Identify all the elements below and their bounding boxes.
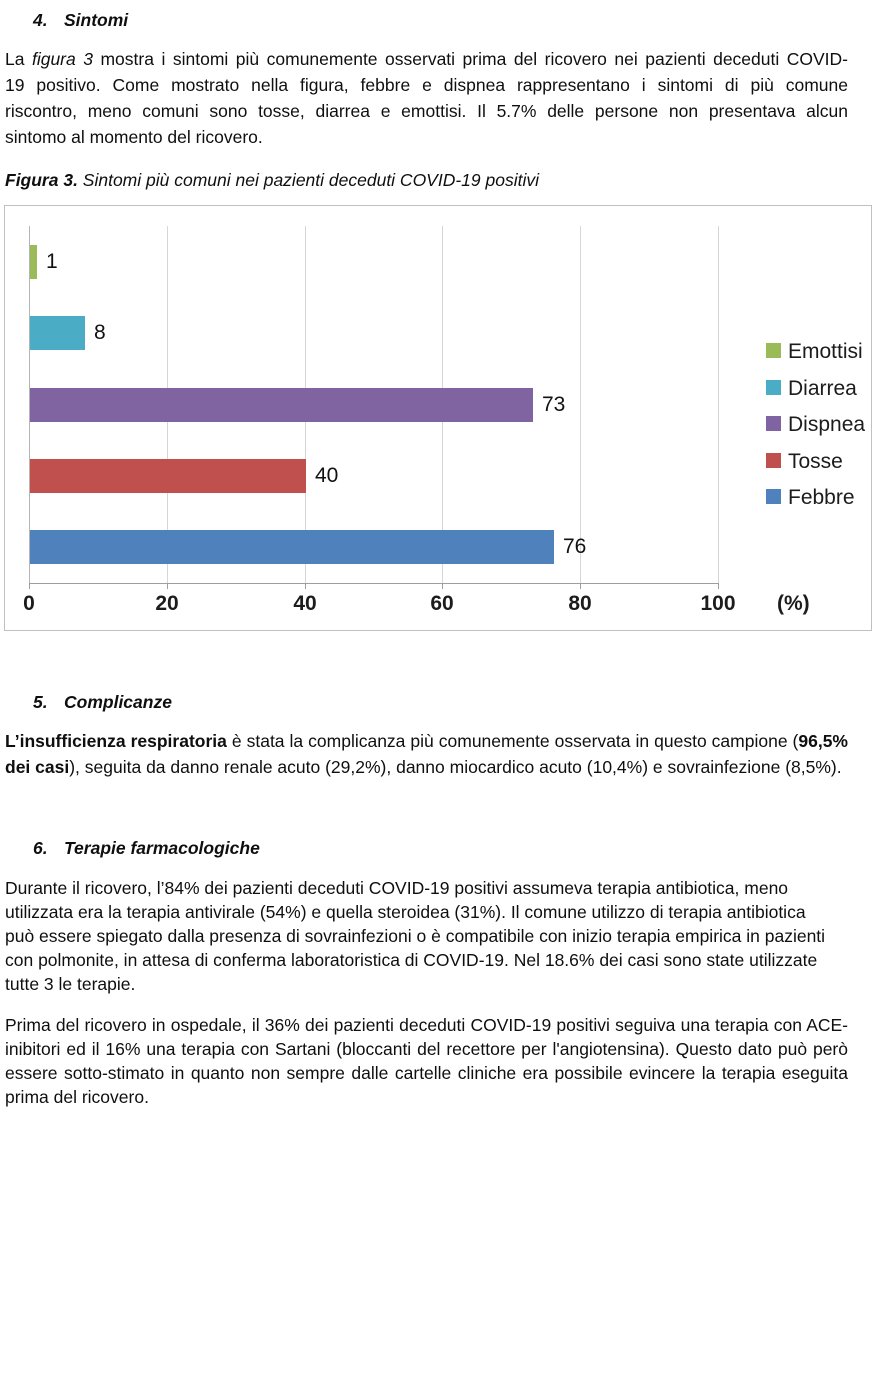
text-line: inibitori ed il 16% una terapia con Sart… xyxy=(5,1039,848,1059)
text-segment: Figura 3. xyxy=(5,170,78,190)
text-segment: dei casi xyxy=(5,757,70,777)
text-segment: La xyxy=(5,49,32,69)
legend-swatch xyxy=(766,416,781,431)
plot-area: 0 20 40 60 80 100 (%) 1 8 73 40 76 xyxy=(5,206,873,630)
text-line: La figura 3 mostra i sintomi più comunem… xyxy=(5,46,848,72)
section-heading-sintomi: 4. Sintomi xyxy=(33,8,880,32)
text-segment: 96,5% xyxy=(798,731,848,751)
gridline xyxy=(718,226,719,583)
bar-value-label: 76 xyxy=(563,535,587,558)
legend-swatch xyxy=(766,343,781,358)
text-line: L’insufficienza respiratoria è stata la … xyxy=(5,728,848,754)
section-number: 5. xyxy=(33,692,48,712)
bar-diarrea xyxy=(30,316,85,350)
x-axis-tick-label: 20 xyxy=(155,592,179,615)
x-axis-tick-label: 60 xyxy=(430,592,454,615)
x-axis-tick xyxy=(442,583,443,589)
legend-swatch xyxy=(766,453,781,468)
text-segment: è stata la complicanza più comunemente o… xyxy=(226,731,799,751)
legend-label: Tosse xyxy=(788,450,843,473)
text-line: dei casi), seguita da danno renale acuto… xyxy=(5,754,848,780)
legend-swatch xyxy=(766,489,781,504)
text-segment: ), seguita da danno renale acuto (29,2%)… xyxy=(69,757,842,777)
text-line: sintomo al momento del ricovero. xyxy=(5,124,848,150)
x-axis-line xyxy=(29,583,719,584)
x-axis-tick-label: 40 xyxy=(293,592,317,615)
x-axis-tick xyxy=(580,583,581,589)
section-title: Sintomi xyxy=(64,10,129,30)
paragraph-terapie-1: Durante il ricovero, l’84% dei pazienti … xyxy=(5,876,848,996)
paragraph-sintomi: La figura 3 mostra i sintomi più comunem… xyxy=(5,46,848,150)
section-title: Complicanze xyxy=(64,692,172,712)
section-title: Terapie farmacologiche xyxy=(64,838,260,858)
bar-value-label: 1 xyxy=(46,250,58,273)
text-segment: mostra i sintomi più comunemente osserva… xyxy=(92,49,848,69)
text-line: essere sotto-stimato in quanto non sempr… xyxy=(5,1063,848,1083)
text-line: con polmonite, in attesa di conferma lab… xyxy=(5,950,818,970)
section-number: 4. xyxy=(33,10,48,30)
legend-label: Dispnea xyxy=(788,413,866,436)
text-line: riscontro, meno comuni sono tosse, diarr… xyxy=(5,98,848,124)
paragraph-complicanze: L’insufficienza respiratoria è stata la … xyxy=(5,728,848,780)
legend-label: Emottisi xyxy=(788,340,863,363)
legend-label: Diarrea xyxy=(788,377,857,400)
text-line: prima del ricovero. xyxy=(5,1087,149,1107)
text-line: Prima del ricovero in ospedale, il 36% d… xyxy=(5,1015,848,1035)
y-axis-line xyxy=(29,226,30,583)
text-segment: sintomo al momento del ricovero. xyxy=(5,127,263,147)
x-axis-tick xyxy=(29,583,30,589)
x-axis-tick-label: 100 xyxy=(700,592,736,615)
section-heading-terapie: 6. Terapie farmacologiche xyxy=(33,836,880,860)
bar-dispnea xyxy=(30,388,533,422)
x-axis-tick-label: 80 xyxy=(568,592,592,615)
figure-3-bar-chart: 0 20 40 60 80 100 (%) 1 8 73 40 76 Emottisi Diarrea D… xyxy=(4,205,872,631)
bar-value-label: 73 xyxy=(542,393,566,416)
x-axis-tick xyxy=(305,583,306,589)
text-segment: Sintomi più comuni nei pazienti deceduti… xyxy=(77,170,539,190)
legend-label: Febbre xyxy=(788,486,855,509)
text-line: può essere spiegato dalla presenza di so… xyxy=(5,926,826,946)
text-line: 19 positivo. Come mostrato nella figura,… xyxy=(5,72,848,98)
section-heading-complicanze: 5. Complicanze xyxy=(33,690,880,714)
x-axis-tick xyxy=(167,583,168,589)
text-segment: 19 positivo. Come mostrato nella figura,… xyxy=(5,75,848,95)
x-axis-unit-label: (%) xyxy=(777,592,810,615)
section-number: 6. xyxy=(33,838,48,858)
text-line: Durante il ricovero, l’84% dei pazienti … xyxy=(5,878,789,898)
bar-tosse xyxy=(30,459,306,493)
x-axis-tick-label: 0 xyxy=(23,592,35,615)
text-segment: figura 3 xyxy=(31,49,93,69)
text-segment: L’insufficienza respiratoria xyxy=(5,731,227,751)
x-axis-tick xyxy=(718,583,719,589)
gridline xyxy=(580,226,581,583)
bar-value-label: 8 xyxy=(94,321,106,344)
bar-value-label: 40 xyxy=(315,464,339,487)
bar-emottisi xyxy=(30,245,37,279)
paragraph-terapie-2: Prima del ricovero in ospedale, il 36% d… xyxy=(5,1013,848,1109)
bar-febbre xyxy=(30,530,554,564)
chart-legend: Emottisi Diarrea Dispnea Tosse Febbre xyxy=(766,206,872,630)
legend-swatch xyxy=(766,380,781,395)
text-line: utilizzata era la terapia antivirale (54… xyxy=(5,902,806,922)
text-segment: riscontro, meno comuni sono tosse, diarr… xyxy=(5,101,848,121)
figure-caption: Figura 3. Sintomi più comuni nei pazient… xyxy=(5,167,848,193)
text-line: tutte 3 le terapie. xyxy=(5,974,136,994)
